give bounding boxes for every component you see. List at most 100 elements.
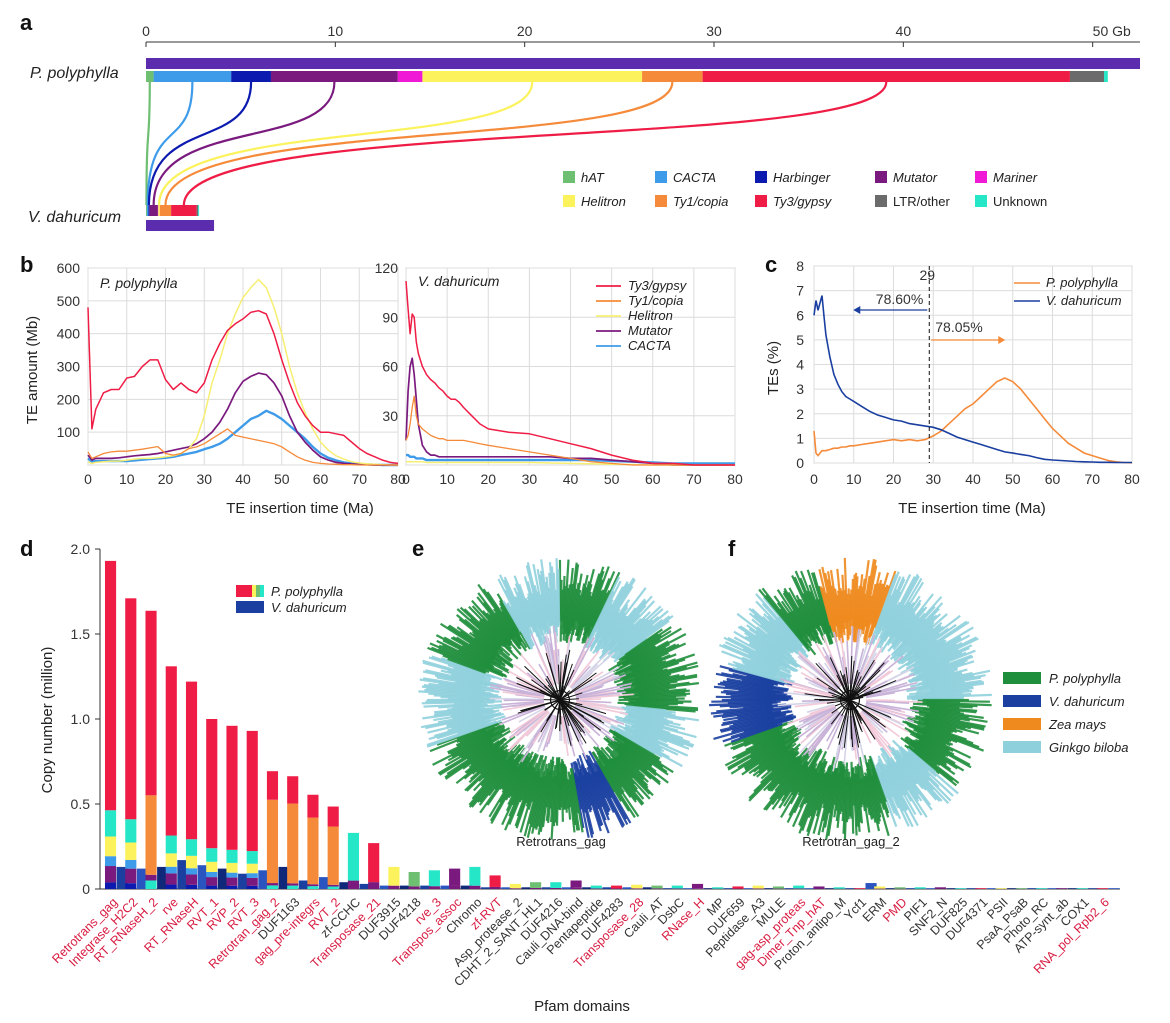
bar-pp-segment-rt-rnaseh xyxy=(185,839,198,856)
legend-swatch-pp-part xyxy=(248,585,252,597)
bar-pp-segment-rt-rnaseh xyxy=(185,855,198,869)
x-tick-label: 0 xyxy=(402,471,410,487)
tree-tip-branch xyxy=(638,694,687,699)
x-tick-label: 0 xyxy=(84,471,92,487)
tree-inner-branch xyxy=(798,654,839,690)
bar-pp-segment-rvt-3 xyxy=(246,863,258,874)
panel-b-right-plot: 0 10 20 30 40 50 60 70 80 30 60 90 120 xyxy=(375,260,743,487)
bar-vd-gag-pre-integrs xyxy=(319,877,331,889)
tree-inner-branch xyxy=(807,707,837,726)
tree-core-branch xyxy=(849,659,875,701)
tree-inner-branch xyxy=(502,691,545,699)
bar-pp-segment-cdht-2-sant-hl1 xyxy=(530,887,542,889)
tree-tip-branch xyxy=(742,647,791,673)
legend-label-ty3-gypsy: Ty3/gypsy xyxy=(628,278,688,293)
tree-tip-branch xyxy=(420,714,483,729)
tree-tip-branch xyxy=(471,744,522,800)
tree-tip-branch xyxy=(915,668,958,683)
tree-inner-branch xyxy=(560,716,566,744)
tree-legend-swatch-p-polyphylla xyxy=(1003,672,1041,684)
legend-swatch-mariner xyxy=(975,171,987,183)
tree-tip-branch xyxy=(895,749,935,791)
phylo-tree-f xyxy=(709,557,992,840)
tree-tip-branch xyxy=(539,759,553,832)
bar-pp-segment-rt-rnaseh-2 xyxy=(145,610,157,796)
x-tick-label: 70 xyxy=(686,471,702,487)
tree-core-branch xyxy=(517,699,561,714)
tree-tip-branch xyxy=(438,644,507,677)
bar-vd-pmd xyxy=(905,888,918,889)
tree-tip-branch xyxy=(455,735,516,785)
tree-inner-branch xyxy=(858,661,877,688)
bar-vd-duf4216 xyxy=(561,887,574,889)
x-tick-label: 50 xyxy=(1005,471,1021,487)
legend-label-mutator: Mutator xyxy=(893,170,938,185)
tree-tip-branch xyxy=(612,749,645,781)
bar-vd-mp xyxy=(723,888,735,889)
tree-inner-branch xyxy=(777,700,834,707)
series-line-helitron-left xyxy=(87,278,398,466)
genome-label-pp: P. polyphylla xyxy=(30,65,119,82)
bar-pp-segment-asp-protease-2 xyxy=(509,883,521,889)
bar-pp-segment-atp-synt-ab xyxy=(1056,888,1068,889)
y-tick-label: 30 xyxy=(382,408,398,424)
tree-core-branch xyxy=(849,676,862,701)
bar-pp-segment-zf-cchc xyxy=(347,880,359,889)
tree-inner-branch xyxy=(783,691,834,699)
tree-tip-branch xyxy=(858,757,871,816)
legend-swatch-harbinger xyxy=(755,171,767,183)
tree-core-branch xyxy=(524,665,561,701)
bar-pp-segment-pif1 xyxy=(914,887,926,889)
tree-tip-branch xyxy=(583,570,616,644)
tree-tip-branch xyxy=(850,761,855,834)
bar-pp-segment-rvt-3 xyxy=(246,885,258,889)
tree-inner-branch xyxy=(859,712,893,753)
tree-inner-branch xyxy=(575,702,629,715)
te-segment-pp-ltr-other xyxy=(1069,71,1105,82)
bar-pp-segment-rna-pol-rpb2-6 xyxy=(1096,888,1108,889)
x-tick-label: 70 xyxy=(351,471,367,487)
bar-pp-segment-duf4283 xyxy=(610,885,623,889)
bar-vd-dimer-tnp-hat xyxy=(825,888,837,889)
bar-pp-segment-chromo xyxy=(469,885,481,889)
bar-pp-segment-duf3915 xyxy=(388,866,400,886)
tree-core-branch xyxy=(826,699,851,704)
tree-inner-branch xyxy=(799,711,840,754)
tree-tip-branch xyxy=(515,754,543,829)
tree-inner-branch xyxy=(533,712,552,738)
y-tick-label: 100 xyxy=(57,424,81,440)
panel-a-ticks: 0 10 20 30 40 50 Gb xyxy=(142,23,1131,47)
bar-pp-segment-rvt-1 xyxy=(206,848,218,862)
tree-tip-branch xyxy=(588,750,632,824)
bar-vd-cauli-at xyxy=(663,888,675,889)
tree-inner-branch xyxy=(537,714,554,743)
bar-pp-segment-mp xyxy=(712,887,724,889)
tree-inner-branch xyxy=(570,711,591,734)
panel-a-legend: hAT CACTA Harbinger Mutator Mariner Helitron T… xyxy=(563,170,1047,209)
tree-inner-branch xyxy=(571,651,616,690)
bar-pp-segment-integrase-h2c2 xyxy=(125,883,137,889)
bar-pp-segment-retrotrans-gag xyxy=(104,836,117,857)
bar-pp-segment-rvt-2 xyxy=(327,884,339,887)
tree-core-branch xyxy=(849,699,863,733)
bar-vd-mule xyxy=(784,888,796,889)
panel-label-e: e xyxy=(412,536,424,561)
te-segment-pp-helitron xyxy=(422,71,643,82)
tree-inner-branch xyxy=(571,710,601,737)
y-tick-label: 600 xyxy=(57,260,81,276)
tree-tip-branch xyxy=(456,608,511,657)
bar-vd-proton-antipo-m xyxy=(845,888,857,889)
bar-pp-segment-gag-pre-integrs xyxy=(307,817,319,885)
bar-vd-chromo xyxy=(480,887,493,889)
bar-pp-segment-rvt-3 xyxy=(246,730,258,852)
bar-pp-segment-peptidase-a3 xyxy=(752,888,764,889)
tree-core-branch xyxy=(849,680,897,701)
bar-pp-segment-transpos-assoc xyxy=(449,868,461,886)
x-tick-label: 20 xyxy=(158,471,174,487)
tree-inner-branch xyxy=(506,682,545,696)
panel-f: f Retrotran_gag_2 P. polyphylla V. dahuri… xyxy=(709,536,1129,849)
y-tick-label: 4 xyxy=(796,357,804,373)
tree-tip-branch xyxy=(912,702,973,709)
bar-pp-segment-transposase-21 xyxy=(368,882,380,889)
bar-pp-segment-retrotran-gag-2 xyxy=(266,883,279,886)
